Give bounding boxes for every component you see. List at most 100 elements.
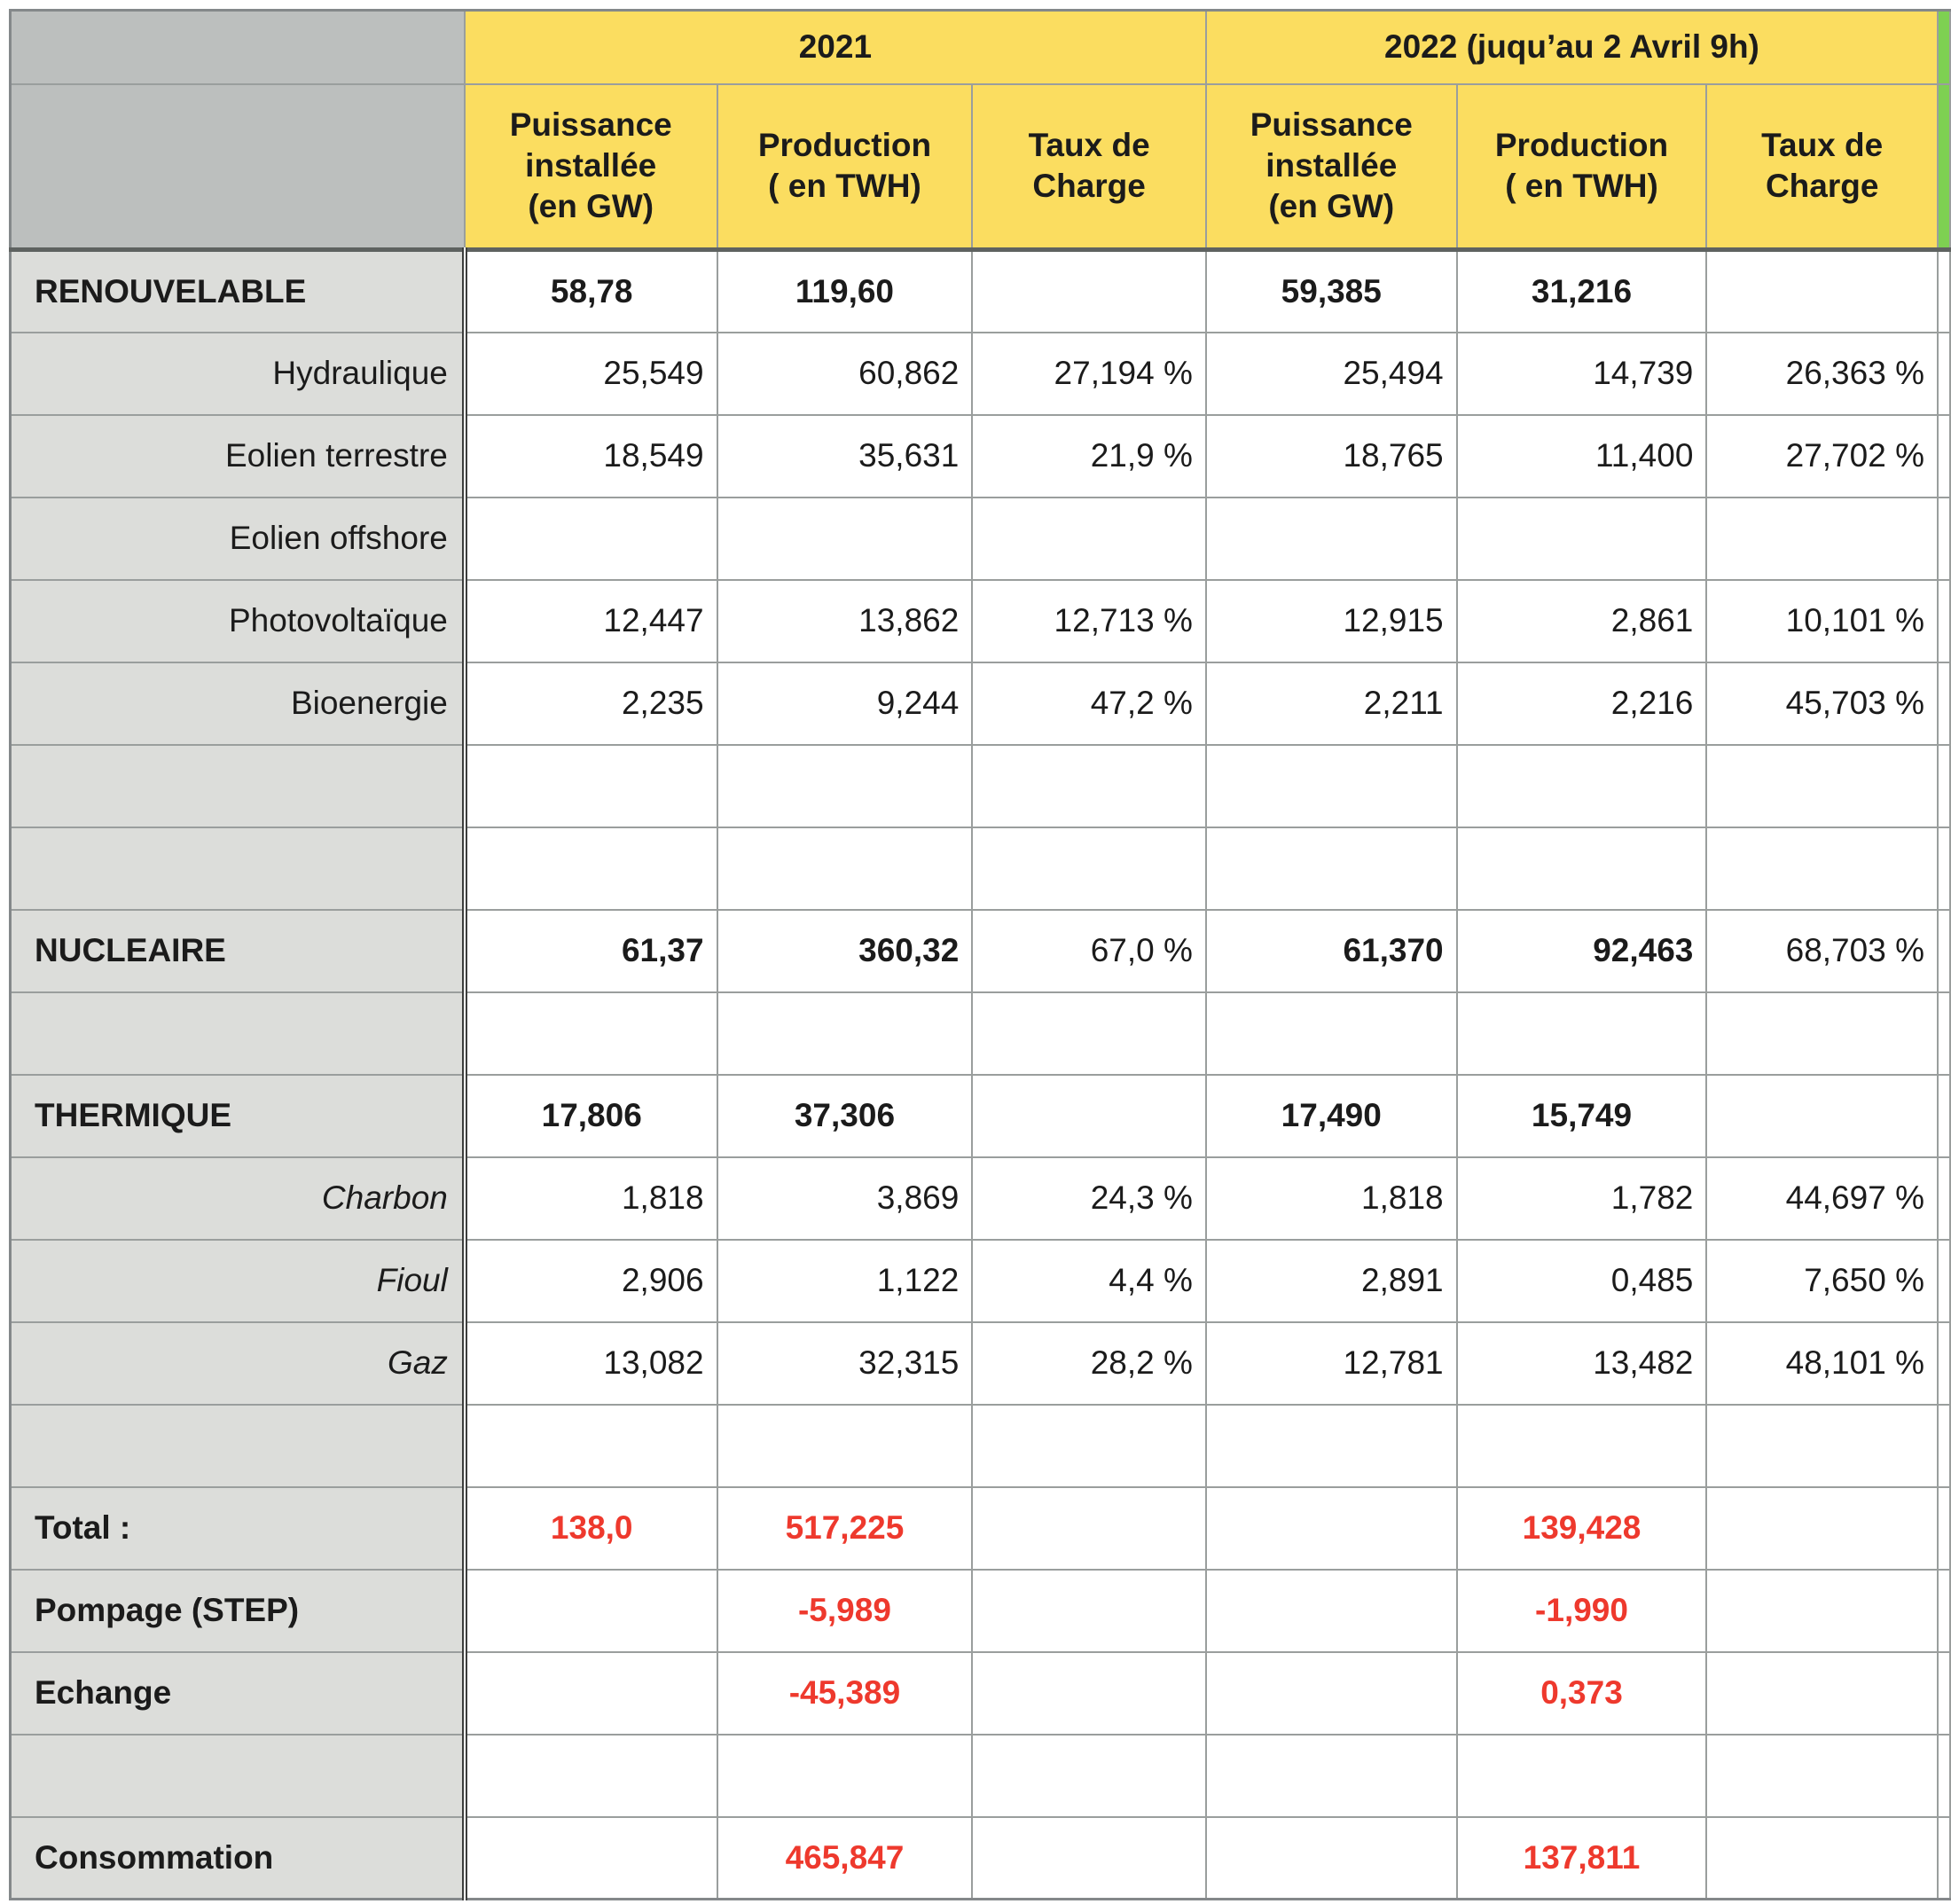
cell	[1204, 1403, 1458, 1488]
cell: 3,869	[716, 1156, 974, 1241]
column-header-taux-2022: Taux de Charge	[1705, 82, 1939, 252]
cell: 2,906	[463, 1238, 718, 1323]
cell	[971, 1485, 1207, 1571]
column-header-taux-2021: Taux de Charge	[971, 82, 1207, 252]
adjacent-column-sliver	[1936, 1403, 1951, 1488]
cell: 12,781	[1204, 1320, 1458, 1406]
row-label: Pompage (STEP)	[9, 1568, 467, 1653]
row-label: Fioul	[9, 1238, 467, 1323]
cell	[1455, 991, 1708, 1076]
corner-cell	[9, 82, 466, 252]
cell	[971, 248, 1207, 333]
cell	[971, 1733, 1207, 1818]
table-row-pompage: Pompage (STEP) -5,989 -1,990	[9, 1568, 1951, 1653]
cell: 1,782	[1455, 1156, 1708, 1241]
row-label: Bioenergie	[9, 661, 467, 746]
table-row-empty	[9, 1403, 1951, 1488]
table-row-bioenergie: Bioenergie 2,235 9,244 47,2 % 2,211 2,21…	[9, 661, 1951, 746]
cell: -45,389	[716, 1650, 974, 1736]
cell	[716, 496, 974, 581]
cell: 28,2 %	[971, 1320, 1207, 1406]
cell: 17,490	[1204, 1073, 1458, 1158]
adjacent-column-sliver	[1936, 331, 1951, 416]
row-label: Total :	[9, 1485, 467, 1571]
row-label	[9, 1733, 467, 1818]
cell: 25,494	[1204, 331, 1458, 416]
cell: 45,703 %	[1705, 661, 1939, 746]
cell	[716, 826, 974, 911]
row-label: Consommation	[9, 1815, 467, 1900]
adjacent-column-sliver	[1936, 826, 1951, 911]
cell: 27,702 %	[1705, 413, 1939, 498]
cell	[971, 1568, 1207, 1653]
year-header-row: 2021 2022 (juqu’au 2 Avril 9h)	[9, 9, 1951, 85]
cell	[463, 991, 718, 1076]
adjacent-column-sliver	[1936, 1815, 1951, 1900]
cell	[1705, 1073, 1939, 1158]
cell: 0,485	[1455, 1238, 1708, 1323]
row-label: Gaz	[9, 1320, 467, 1406]
cell: 21,9 %	[971, 413, 1207, 498]
cell	[1204, 743, 1458, 828]
table-row-empty	[9, 826, 1951, 911]
table-row-eolien-offshore: Eolien offshore	[9, 496, 1951, 581]
adjacent-column-sliver	[1936, 1238, 1951, 1323]
adjacent-column-sliver	[1936, 1650, 1951, 1736]
cell: 2,861	[1455, 578, 1708, 663]
cell: 18,765	[1204, 413, 1458, 498]
cell: 360,32	[716, 908, 974, 993]
cell	[1204, 1815, 1458, 1900]
adjacent-column-sliver	[1936, 991, 1951, 1076]
column-header-puissance-2022: Puissance installée (en GW)	[1204, 82, 1458, 252]
table-row-empty	[9, 991, 1951, 1076]
cell	[463, 496, 718, 581]
cell: 1,818	[463, 1156, 718, 1241]
cell: 25,549	[463, 331, 718, 416]
cell: 68,703 %	[1705, 908, 1939, 993]
row-label: Eolien terrestre	[9, 413, 467, 498]
cell	[716, 1733, 974, 1818]
cell	[1204, 1568, 1458, 1653]
year-2021-header: 2021	[463, 9, 1207, 85]
cell: 138,0	[463, 1485, 718, 1571]
cell: 61,37	[463, 908, 718, 993]
cell	[1705, 826, 1939, 911]
cell: 44,697 %	[1705, 1156, 1939, 1241]
cell: 1,818	[1204, 1156, 1458, 1241]
cell	[463, 743, 718, 828]
adjacent-column-sliver	[1936, 1073, 1951, 1158]
table-header: 2021 2022 (juqu’au 2 Avril 9h) Puissance…	[9, 9, 1951, 252]
row-label	[9, 826, 467, 911]
row-label	[9, 991, 467, 1076]
adjacent-column-sliver	[1936, 1733, 1951, 1818]
cell	[716, 1403, 974, 1488]
row-label	[9, 1403, 467, 1488]
cell: 517,225	[716, 1485, 974, 1571]
cell: 2,891	[1204, 1238, 1458, 1323]
cell: 59,385	[1204, 248, 1458, 333]
cell	[463, 1650, 718, 1736]
row-label: Echange	[9, 1650, 467, 1736]
cell	[1705, 743, 1939, 828]
cell: 13,482	[1455, 1320, 1708, 1406]
cell	[1204, 826, 1458, 911]
cell	[971, 743, 1207, 828]
cell: 13,082	[463, 1320, 718, 1406]
table-row-eolien-terrestre: Eolien terrestre 18,549 35,631 21,9 % 18…	[9, 413, 1951, 498]
cell	[716, 743, 974, 828]
cell: 139,428	[1455, 1485, 1708, 1571]
adjacent-column-sliver	[1936, 413, 1951, 498]
cell	[463, 1733, 718, 1818]
cell	[1455, 496, 1708, 581]
cell: 11,400	[1455, 413, 1708, 498]
cell	[1705, 1568, 1939, 1653]
cell	[1455, 1733, 1708, 1818]
adjacent-column-sliver	[1936, 1320, 1951, 1406]
table-row-photovoltaique: Photovoltaïque 12,447 13,862 12,713 % 12…	[9, 578, 1951, 663]
spreadsheet-area: 2021 2022 (juqu’au 2 Avril 9h) Puissance…	[9, 9, 1951, 1900]
cell: 10,101 %	[1705, 578, 1939, 663]
cell	[971, 1073, 1207, 1158]
cell: 60,862	[716, 331, 974, 416]
cell	[1455, 826, 1708, 911]
cell	[463, 1568, 718, 1653]
